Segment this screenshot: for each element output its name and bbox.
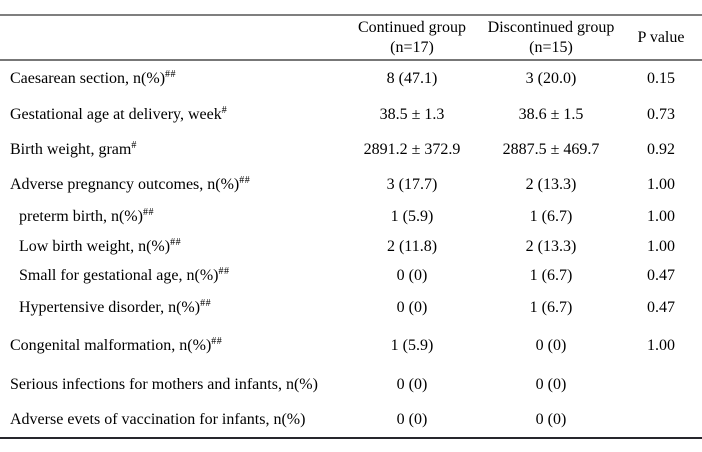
table-row: Serious infections for mothers and infan… bbox=[0, 368, 702, 403]
table-row: Congenital malformation, n(%)## 1 (5.9) 0 … bbox=[0, 325, 702, 368]
footnote-marker: # bbox=[221, 104, 228, 116]
row-label: Gestational age at delivery, week# bbox=[10, 104, 228, 123]
p-value: 0.47 bbox=[647, 267, 675, 284]
row-label: Adverse pregnancy outcomes, n(%)## bbox=[10, 174, 251, 193]
column-header-p-value: P value bbox=[637, 28, 685, 46]
column-header-discontinued-group: Discontinued group (n=15) bbox=[482, 18, 620, 57]
table-row: Hypertensive disorder, n(%)## 0 (0) 1 (6.7… bbox=[0, 291, 702, 325]
discontinued-group-value: 2 (13.3) bbox=[525, 238, 577, 255]
continued-group-value: 3 (17.7) bbox=[386, 175, 438, 193]
top-rule bbox=[0, 14, 702, 16]
header-separator-rule bbox=[0, 59, 702, 61]
column-header-continued-group: Continued group (n=17) bbox=[342, 18, 482, 57]
table-row: Caesarean section, n(%)## 8 (47.1) 3 (20.0… bbox=[0, 61, 702, 97]
continued-group-value: 0 (0) bbox=[396, 376, 428, 393]
continued-group-name: Continued group bbox=[358, 19, 466, 36]
table-body: Caesarean section, n(%)## 8 (47.1) 3 (20.0… bbox=[0, 61, 702, 437]
continued-group-value: 8 (47.1) bbox=[386, 69, 438, 87]
row-label: Caesarean section, n(%)## bbox=[10, 68, 177, 87]
continued-group-n: (n=17) bbox=[390, 38, 434, 56]
footnote-marker: ## bbox=[200, 297, 212, 309]
table-row: Adverse evets of vaccination for infants… bbox=[0, 403, 702, 437]
table-row: preterm birth, n(%)## 1 (5.9) 1 (6.7) 1.00 bbox=[0, 202, 702, 233]
outcomes-comparison-table: Continued group (n=17) Discontinued grou… bbox=[0, 14, 702, 439]
p-value: 1.00 bbox=[647, 175, 675, 193]
discontinued-group-value: 1 (6.7) bbox=[529, 208, 573, 225]
continued-group-value: 1 (5.9) bbox=[390, 208, 434, 225]
footnote-marker: ## bbox=[211, 336, 223, 347]
row-label: Adverse evets of vaccination for infants… bbox=[10, 410, 306, 428]
footnote-marker: ## bbox=[218, 266, 230, 277]
p-value: 0.73 bbox=[647, 105, 675, 123]
discontinued-group-name: Discontinued group bbox=[487, 19, 615, 36]
discontinued-group-value: 2 (13.3) bbox=[525, 175, 577, 193]
table-row: Adverse pregnancy outcomes, n(%)## 3 (17.… bbox=[0, 168, 702, 202]
row-label: Congenital malformation, n(%)## bbox=[10, 336, 223, 355]
table-row: Birth weight, gram# 2891.2 ± 372.9 2887.5 … bbox=[0, 133, 702, 168]
row-label: preterm birth, n(%)## bbox=[19, 207, 154, 226]
continued-group-value: 0 (0) bbox=[396, 298, 428, 316]
continued-group-value: 2 (11.8) bbox=[386, 238, 438, 255]
row-label: Birth weight, gram# bbox=[10, 140, 137, 159]
continued-group-value: 2891.2 ± 372.9 bbox=[363, 141, 461, 158]
p-value: 0.47 bbox=[647, 298, 675, 316]
bottom-rule bbox=[0, 436, 702, 439]
p-value: 0.15 bbox=[647, 69, 675, 87]
p-value: 1.00 bbox=[647, 208, 675, 225]
row-label: Low birth weight, n(%)## bbox=[19, 237, 182, 256]
footnote-marker: ## bbox=[239, 174, 251, 186]
continued-group-value: 0 (0) bbox=[396, 410, 428, 428]
footnote-marker: ## bbox=[165, 68, 177, 80]
table-row: Low birth weight, n(%)## 2 (11.8) 2 (13.3)… bbox=[0, 233, 702, 262]
discontinued-group-value: 0 (0) bbox=[535, 410, 567, 428]
table-header-row: Continued group (n=17) Discontinued grou… bbox=[0, 16, 702, 59]
discontinued-group-value: 3 (20.0) bbox=[525, 69, 577, 87]
discontinued-group-value: 2887.5 ± 469.7 bbox=[502, 141, 600, 158]
discontinued-group-n: (n=15) bbox=[529, 38, 573, 56]
row-label: Hypertensive disorder, n(%)## bbox=[19, 297, 212, 316]
discontinued-group-value: 1 (6.7) bbox=[529, 298, 573, 316]
row-label: Serious infections for mothers and infan… bbox=[10, 376, 318, 393]
footnote-marker: ## bbox=[142, 207, 154, 218]
table-row: Small for gestational age, n(%)## 0 (0) 1 … bbox=[0, 262, 702, 291]
footnote-marker: ## bbox=[170, 237, 182, 248]
p-value: 0.92 bbox=[647, 141, 675, 158]
footnote-marker: # bbox=[131, 140, 137, 151]
discontinued-group-value: 0 (0) bbox=[535, 376, 567, 393]
p-value: 1.00 bbox=[647, 238, 675, 255]
p-value: 1.00 bbox=[647, 337, 675, 354]
continued-group-value: 1 (5.9) bbox=[390, 337, 434, 354]
continued-group-value: 38.5 ± 1.3 bbox=[379, 105, 445, 123]
row-label: Small for gestational age, n(%)## bbox=[19, 266, 230, 285]
discontinued-group-value: 0 (0) bbox=[535, 337, 567, 354]
table-row: Gestational age at delivery, week# 38.5 ±… bbox=[0, 97, 702, 133]
continued-group-value: 0 (0) bbox=[396, 267, 428, 284]
discontinued-group-value: 38.6 ± 1.5 bbox=[518, 105, 584, 123]
discontinued-group-value: 1 (6.7) bbox=[529, 267, 573, 284]
